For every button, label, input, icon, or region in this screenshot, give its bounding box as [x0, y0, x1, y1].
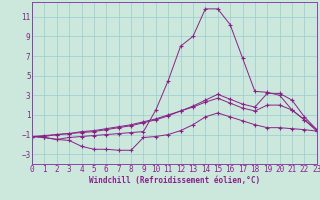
X-axis label: Windchill (Refroidissement éolien,°C): Windchill (Refroidissement éolien,°C) — [89, 176, 260, 185]
